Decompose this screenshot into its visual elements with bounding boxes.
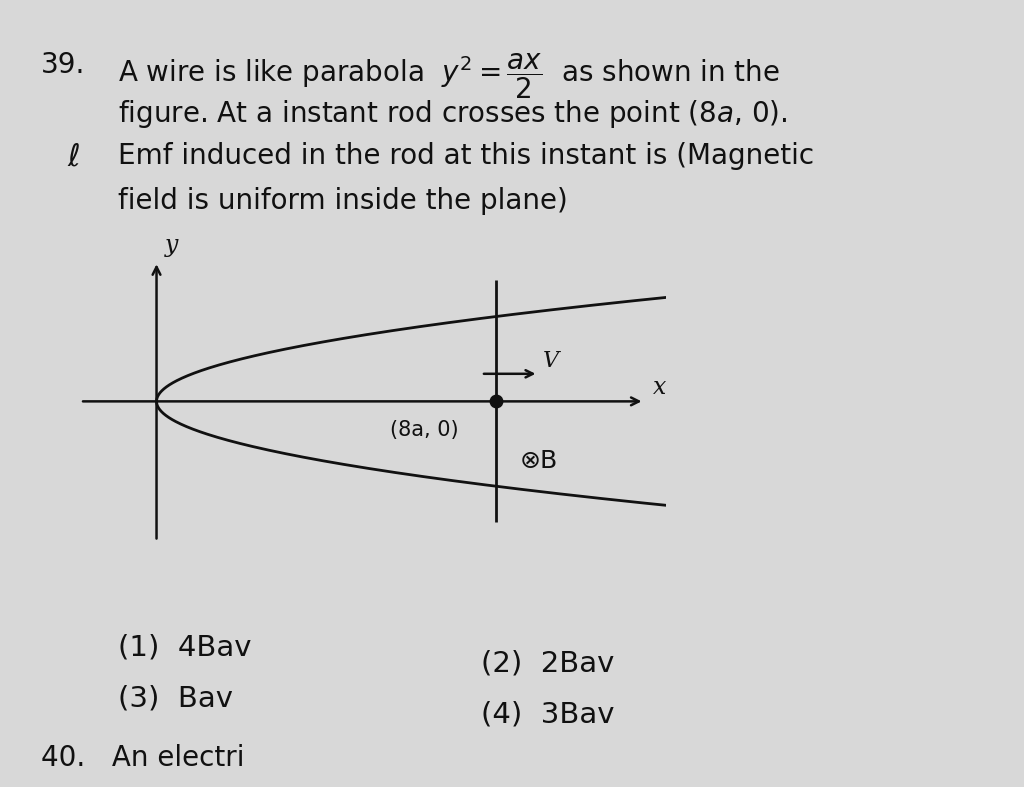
Text: V: V (543, 349, 559, 371)
Text: (3)  Bav: (3) Bav (118, 685, 232, 713)
Text: (4)  3Bav: (4) 3Bav (481, 700, 614, 729)
Text: (8a, 0): (8a, 0) (390, 420, 459, 441)
Text: Emf induced in the rod at this instant is (Magnetic: Emf induced in the rod at this instant i… (118, 142, 814, 170)
Text: A wire is like parabola  $y^2=\dfrac{ax}{2}$  as shown in the: A wire is like parabola $y^2=\dfrac{ax}{… (118, 51, 779, 101)
Text: figure. At a instant rod crosses the point (8$a$, 0).: figure. At a instant rod crosses the poi… (118, 98, 787, 131)
Text: 40.   An electri: 40. An electri (41, 744, 245, 772)
Text: field is uniform inside the plane): field is uniform inside the plane) (118, 187, 567, 216)
Text: 39.: 39. (41, 51, 85, 79)
Text: $\ell$: $\ell$ (67, 142, 80, 172)
Text: y: y (165, 234, 178, 257)
Text: (1)  4Bav: (1) 4Bav (118, 634, 251, 662)
Text: x: x (653, 376, 667, 399)
Text: (2)  2Bav: (2) 2Bav (481, 649, 614, 678)
Text: ⊗B: ⊗B (519, 449, 557, 473)
